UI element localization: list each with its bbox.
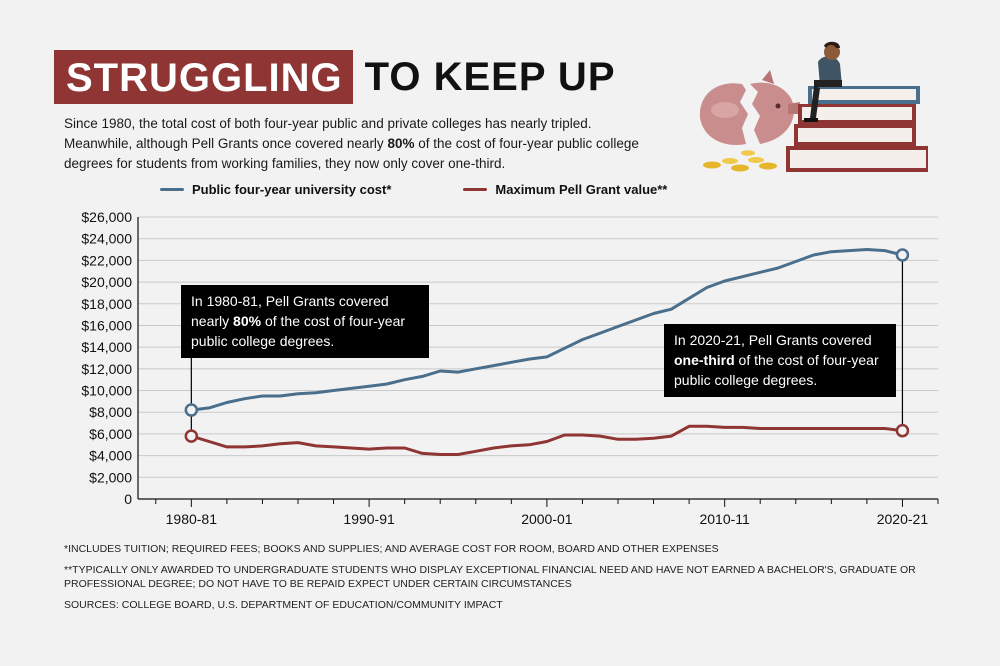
legend-swatch-public-cost xyxy=(160,188,184,191)
legend-label-pell: Maximum Pell Grant value** xyxy=(495,182,668,197)
series-line-pell xyxy=(189,424,904,456)
x-tick-label: 2000-01 xyxy=(521,511,573,527)
y-tick-label: $12,000 xyxy=(81,361,132,377)
marker-public-cost xyxy=(184,403,199,417)
callout-2020-post: of the cost of four-year public college … xyxy=(674,352,879,388)
footnote-2: **TYPICALLY ONLY AWARDED TO UNDERGRADUAT… xyxy=(64,564,916,590)
subtitle-line-2-bold: 80% xyxy=(387,136,415,151)
y-tick-label: 0 xyxy=(124,491,132,507)
x-tick-label: 1990-91 xyxy=(343,511,395,527)
callout-1980-pre: In 1980-81, Pell Grants covered nearly xyxy=(191,293,389,329)
legend-item-pell: Maximum Pell Grant value** xyxy=(463,182,667,197)
y-tick-label: $26,000 xyxy=(81,209,132,225)
subtitle-line-2-post: of the cost of four-year public college xyxy=(414,136,639,151)
chart-legend: Public four-year university cost* Maximu… xyxy=(160,182,667,197)
callout-1980-post: of the cost of four-year public college … xyxy=(191,313,406,349)
coins-icon xyxy=(703,150,777,172)
callout-1980: In 1980-81, Pell Grants covered nearly 8… xyxy=(181,285,429,358)
footnote-1: *INCLUDES TUITION; REQUIRED FEES; BOOKS … xyxy=(64,543,719,555)
y-tick-label: $24,000 xyxy=(81,231,132,247)
y-tick-label: $6,000 xyxy=(89,426,132,442)
marker-pell xyxy=(895,423,910,438)
marker-public-cost xyxy=(895,248,910,262)
y-tick-label: $16,000 xyxy=(81,317,132,333)
callout-2020-bold: one-third xyxy=(674,352,735,368)
subtitle-line-2-pre: Meanwhile, although Pell Grants once cov… xyxy=(64,136,388,151)
illustration xyxy=(699,41,928,172)
footnotes: *INCLUDES TUITION; REQUIRED FEES; BOOKS … xyxy=(64,542,944,619)
callout-2020-pre: In 2020-21, Pell Grants covered xyxy=(674,332,872,348)
subtitle-line-1: Since 1980, the total cost of both four-… xyxy=(64,116,592,131)
page-title: STRUGGLING TO KEEP UP xyxy=(54,50,616,104)
title-rest: TO KEEP UP xyxy=(364,54,616,99)
x-tick-label: 1980-81 xyxy=(166,511,218,527)
y-tick-label: $22,000 xyxy=(81,252,132,268)
legend-swatch-pell xyxy=(463,188,488,191)
legend-item-public-cost: Public four-year university cost* xyxy=(160,182,391,197)
subtitle-line-3: degrees for students from working famili… xyxy=(64,156,506,171)
callout-1980-bold: 80% xyxy=(233,313,262,329)
subtitle: Since 1980, the total cost of both four-… xyxy=(64,114,704,174)
y-tick-label: $14,000 xyxy=(81,339,132,355)
student-icon xyxy=(804,41,842,122)
x-tick-label: 2020-21 xyxy=(877,511,929,527)
series-line-public-cost xyxy=(189,248,904,412)
y-tick-label: $18,000 xyxy=(81,296,132,312)
y-tick-label: $20,000 xyxy=(81,274,132,290)
legend-label-public-cost: Public four-year university cost* xyxy=(192,182,392,197)
broken-piggy-bank-icon xyxy=(699,70,800,145)
title-highlight: STRUGGLING xyxy=(54,50,353,104)
book-stack-icon xyxy=(786,86,928,172)
callout-2020: In 2020-21, Pell Grants covered one-thir… xyxy=(664,324,896,397)
y-tick-label: $2,000 xyxy=(89,469,132,485)
y-tick-label: $4,000 xyxy=(89,448,132,464)
sources: SOURCES: COLLEGE BOARD, U.S. DEPARTMENT … xyxy=(64,599,503,611)
marker-pell xyxy=(184,429,199,443)
y-tick-label: $10,000 xyxy=(81,383,132,399)
y-tick-label: $8,000 xyxy=(89,404,132,420)
x-tick-label: 2010-11 xyxy=(699,511,750,527)
